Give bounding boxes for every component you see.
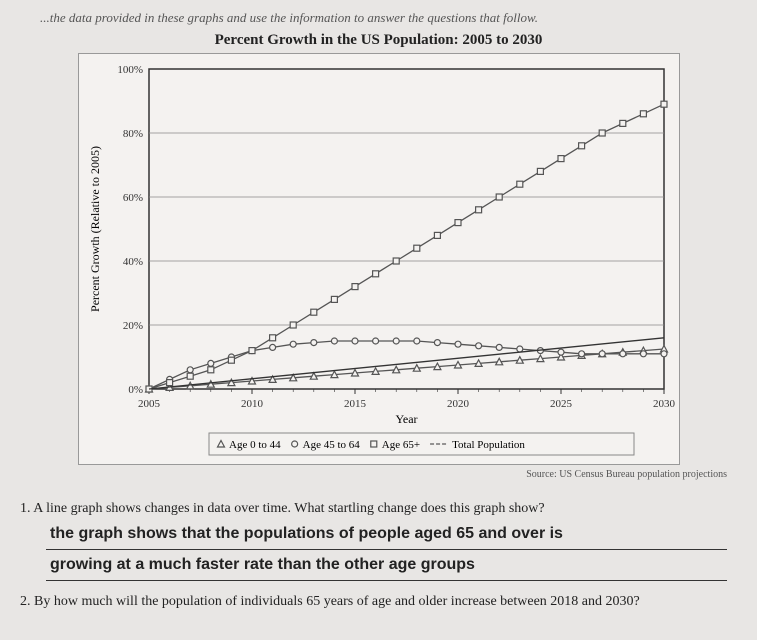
chart-source: Source: US Census Bureau population proj…	[10, 469, 727, 480]
growth-chart: 0% 20% 40% 60% 80% 100% 2005 2010 2015 2020 2025 20…	[78, 53, 680, 465]
q1-answer-line2: growing at a much faster rate than the o…	[46, 554, 727, 581]
svg-text:2015: 2015	[344, 398, 367, 410]
question-2: 2. By how much will the population of in…	[20, 591, 727, 612]
svg-text:2025: 2025	[550, 398, 573, 410]
q1-num: 1.	[20, 501, 31, 516]
svg-text:Age 0 to 44: Age 0 to 44	[229, 439, 281, 451]
svg-text:20%: 20%	[122, 320, 142, 332]
svg-text:0%: 0%	[128, 384, 143, 396]
q1-answer-line1: the graph shows that the populations of …	[46, 523, 727, 550]
chart-title: Percent Growth in the US Population: 200…	[10, 32, 747, 49]
svg-text:80%: 80%	[122, 128, 142, 140]
svg-text:2020: 2020	[447, 398, 470, 410]
svg-text:Age 65+: Age 65+	[381, 439, 419, 451]
svg-text:40%: 40%	[122, 256, 142, 268]
svg-text:Age 45 to 64: Age 45 to 64	[302, 439, 360, 451]
page-instruction: ...the data provided in these graphs and…	[10, 10, 747, 26]
svg-text:2005: 2005	[138, 398, 161, 410]
svg-text:Percent Growth (Relative to 20: Percent Growth (Relative to 2005)	[88, 146, 102, 312]
svg-text:Year: Year	[395, 412, 417, 426]
chart-svg: 0% 20% 40% 60% 80% 100% 2005 2010 2015 2020 2025 20…	[79, 54, 679, 464]
q1-text: A line graph shows changes in data over …	[33, 501, 544, 516]
svg-text:60%: 60%	[122, 192, 142, 204]
question-1: 1. A line graph shows changes in data ov…	[20, 498, 727, 519]
q2-text: By how much will the population of indiv…	[34, 594, 640, 609]
q2-num: 2.	[20, 594, 31, 609]
svg-text:100%: 100%	[117, 64, 143, 76]
svg-text:2030: 2030	[653, 398, 676, 410]
svg-text:Total Population: Total Population	[452, 439, 525, 451]
svg-text:2010: 2010	[241, 398, 264, 410]
